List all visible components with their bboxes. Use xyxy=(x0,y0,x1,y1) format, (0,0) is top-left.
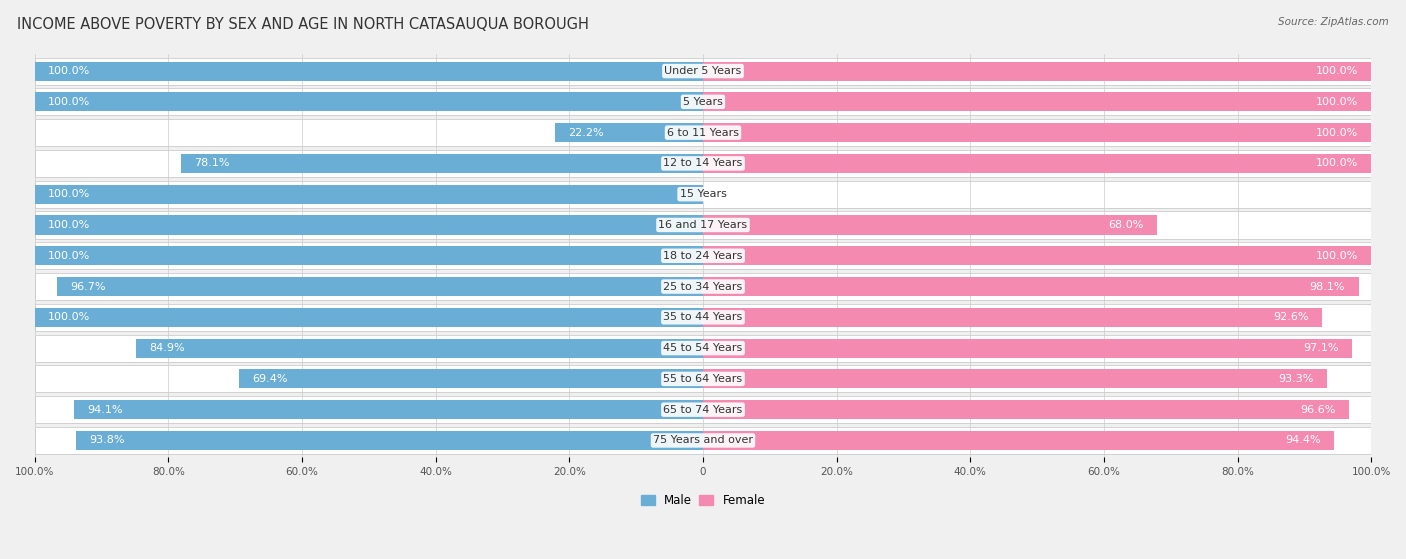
Text: 100.0%: 100.0% xyxy=(48,189,90,199)
Text: 93.3%: 93.3% xyxy=(1278,374,1313,384)
Bar xyxy=(35,427,1371,454)
Text: INCOME ABOVE POVERTY BY SEX AND AGE IN NORTH CATASAUQUA BOROUGH: INCOME ABOVE POVERTY BY SEX AND AGE IN N… xyxy=(17,17,589,32)
Legend: Male, Female: Male, Female xyxy=(636,490,770,512)
Bar xyxy=(35,181,1371,208)
Bar xyxy=(703,431,1334,450)
Bar xyxy=(35,308,703,327)
Bar xyxy=(35,335,1371,362)
Bar xyxy=(703,339,1353,358)
Text: 97.1%: 97.1% xyxy=(1303,343,1339,353)
Bar xyxy=(35,211,1371,239)
Bar xyxy=(703,92,1371,111)
Text: 5 Years: 5 Years xyxy=(683,97,723,107)
Text: Under 5 Years: Under 5 Years xyxy=(665,66,741,76)
Text: 92.6%: 92.6% xyxy=(1272,312,1309,323)
Bar xyxy=(35,92,703,111)
Bar xyxy=(35,242,1371,269)
Bar xyxy=(703,308,1322,327)
Bar xyxy=(35,88,1371,115)
Bar xyxy=(76,431,703,450)
Text: 45 to 54 Years: 45 to 54 Years xyxy=(664,343,742,353)
Bar xyxy=(35,273,1371,300)
Bar xyxy=(35,61,703,80)
Bar xyxy=(35,335,1371,362)
Bar xyxy=(703,61,1371,80)
Text: 100.0%: 100.0% xyxy=(48,220,90,230)
Bar xyxy=(35,119,1371,146)
Text: 94.1%: 94.1% xyxy=(87,405,122,415)
Bar xyxy=(35,242,1371,269)
Text: 94.4%: 94.4% xyxy=(1285,435,1320,446)
Bar xyxy=(181,154,703,173)
Text: 93.8%: 93.8% xyxy=(90,435,125,446)
Text: 84.9%: 84.9% xyxy=(149,343,184,353)
Bar xyxy=(35,58,1371,84)
Bar xyxy=(35,273,1371,300)
Text: 75 Years and over: 75 Years and over xyxy=(652,435,754,446)
Text: 100.0%: 100.0% xyxy=(1316,97,1358,107)
Text: 18 to 24 Years: 18 to 24 Years xyxy=(664,251,742,260)
Bar xyxy=(35,246,703,266)
Bar xyxy=(703,246,1371,266)
Text: 65 to 74 Years: 65 to 74 Years xyxy=(664,405,742,415)
Bar xyxy=(35,215,703,235)
Bar xyxy=(35,150,1371,177)
Bar xyxy=(35,304,1371,331)
Bar xyxy=(554,123,703,142)
Text: 100.0%: 100.0% xyxy=(1316,127,1358,138)
Bar xyxy=(75,400,703,419)
Bar xyxy=(35,119,1371,146)
Text: 6 to 11 Years: 6 to 11 Years xyxy=(666,127,740,138)
Text: 22.2%: 22.2% xyxy=(568,127,603,138)
Bar xyxy=(35,366,1371,392)
Text: 100.0%: 100.0% xyxy=(48,251,90,260)
Bar xyxy=(703,123,1371,142)
Bar xyxy=(35,184,703,203)
Bar xyxy=(35,88,1371,115)
Bar xyxy=(703,154,1371,173)
Bar xyxy=(35,181,1371,208)
Bar xyxy=(35,304,1371,331)
Bar xyxy=(703,400,1348,419)
Bar xyxy=(35,58,1371,84)
Text: 68.0%: 68.0% xyxy=(1109,220,1144,230)
Text: 100.0%: 100.0% xyxy=(48,66,90,76)
Text: 100.0%: 100.0% xyxy=(1316,158,1358,168)
Text: 78.1%: 78.1% xyxy=(194,158,231,168)
Text: 96.7%: 96.7% xyxy=(70,282,105,292)
Bar xyxy=(35,396,1371,423)
Bar xyxy=(135,339,703,358)
Bar xyxy=(703,215,1157,235)
Text: Source: ZipAtlas.com: Source: ZipAtlas.com xyxy=(1278,17,1389,27)
Bar xyxy=(703,369,1326,389)
Bar xyxy=(239,369,703,389)
Bar xyxy=(35,366,1371,392)
Bar xyxy=(35,150,1371,177)
Text: 12 to 14 Years: 12 to 14 Years xyxy=(664,158,742,168)
Text: 16 and 17 Years: 16 and 17 Years xyxy=(658,220,748,230)
Text: 98.1%: 98.1% xyxy=(1310,282,1346,292)
Text: 100.0%: 100.0% xyxy=(1316,251,1358,260)
Text: 35 to 44 Years: 35 to 44 Years xyxy=(664,312,742,323)
Text: 25 to 34 Years: 25 to 34 Years xyxy=(664,282,742,292)
Text: 100.0%: 100.0% xyxy=(48,97,90,107)
Text: 100.0%: 100.0% xyxy=(1316,66,1358,76)
Text: 96.6%: 96.6% xyxy=(1301,405,1336,415)
Bar xyxy=(35,427,1371,454)
Text: 15 Years: 15 Years xyxy=(679,189,727,199)
Text: 69.4%: 69.4% xyxy=(253,374,288,384)
Bar xyxy=(35,211,1371,239)
Bar xyxy=(56,277,703,296)
Bar xyxy=(35,396,1371,423)
Text: 55 to 64 Years: 55 to 64 Years xyxy=(664,374,742,384)
Bar xyxy=(703,277,1358,296)
Text: 100.0%: 100.0% xyxy=(48,312,90,323)
